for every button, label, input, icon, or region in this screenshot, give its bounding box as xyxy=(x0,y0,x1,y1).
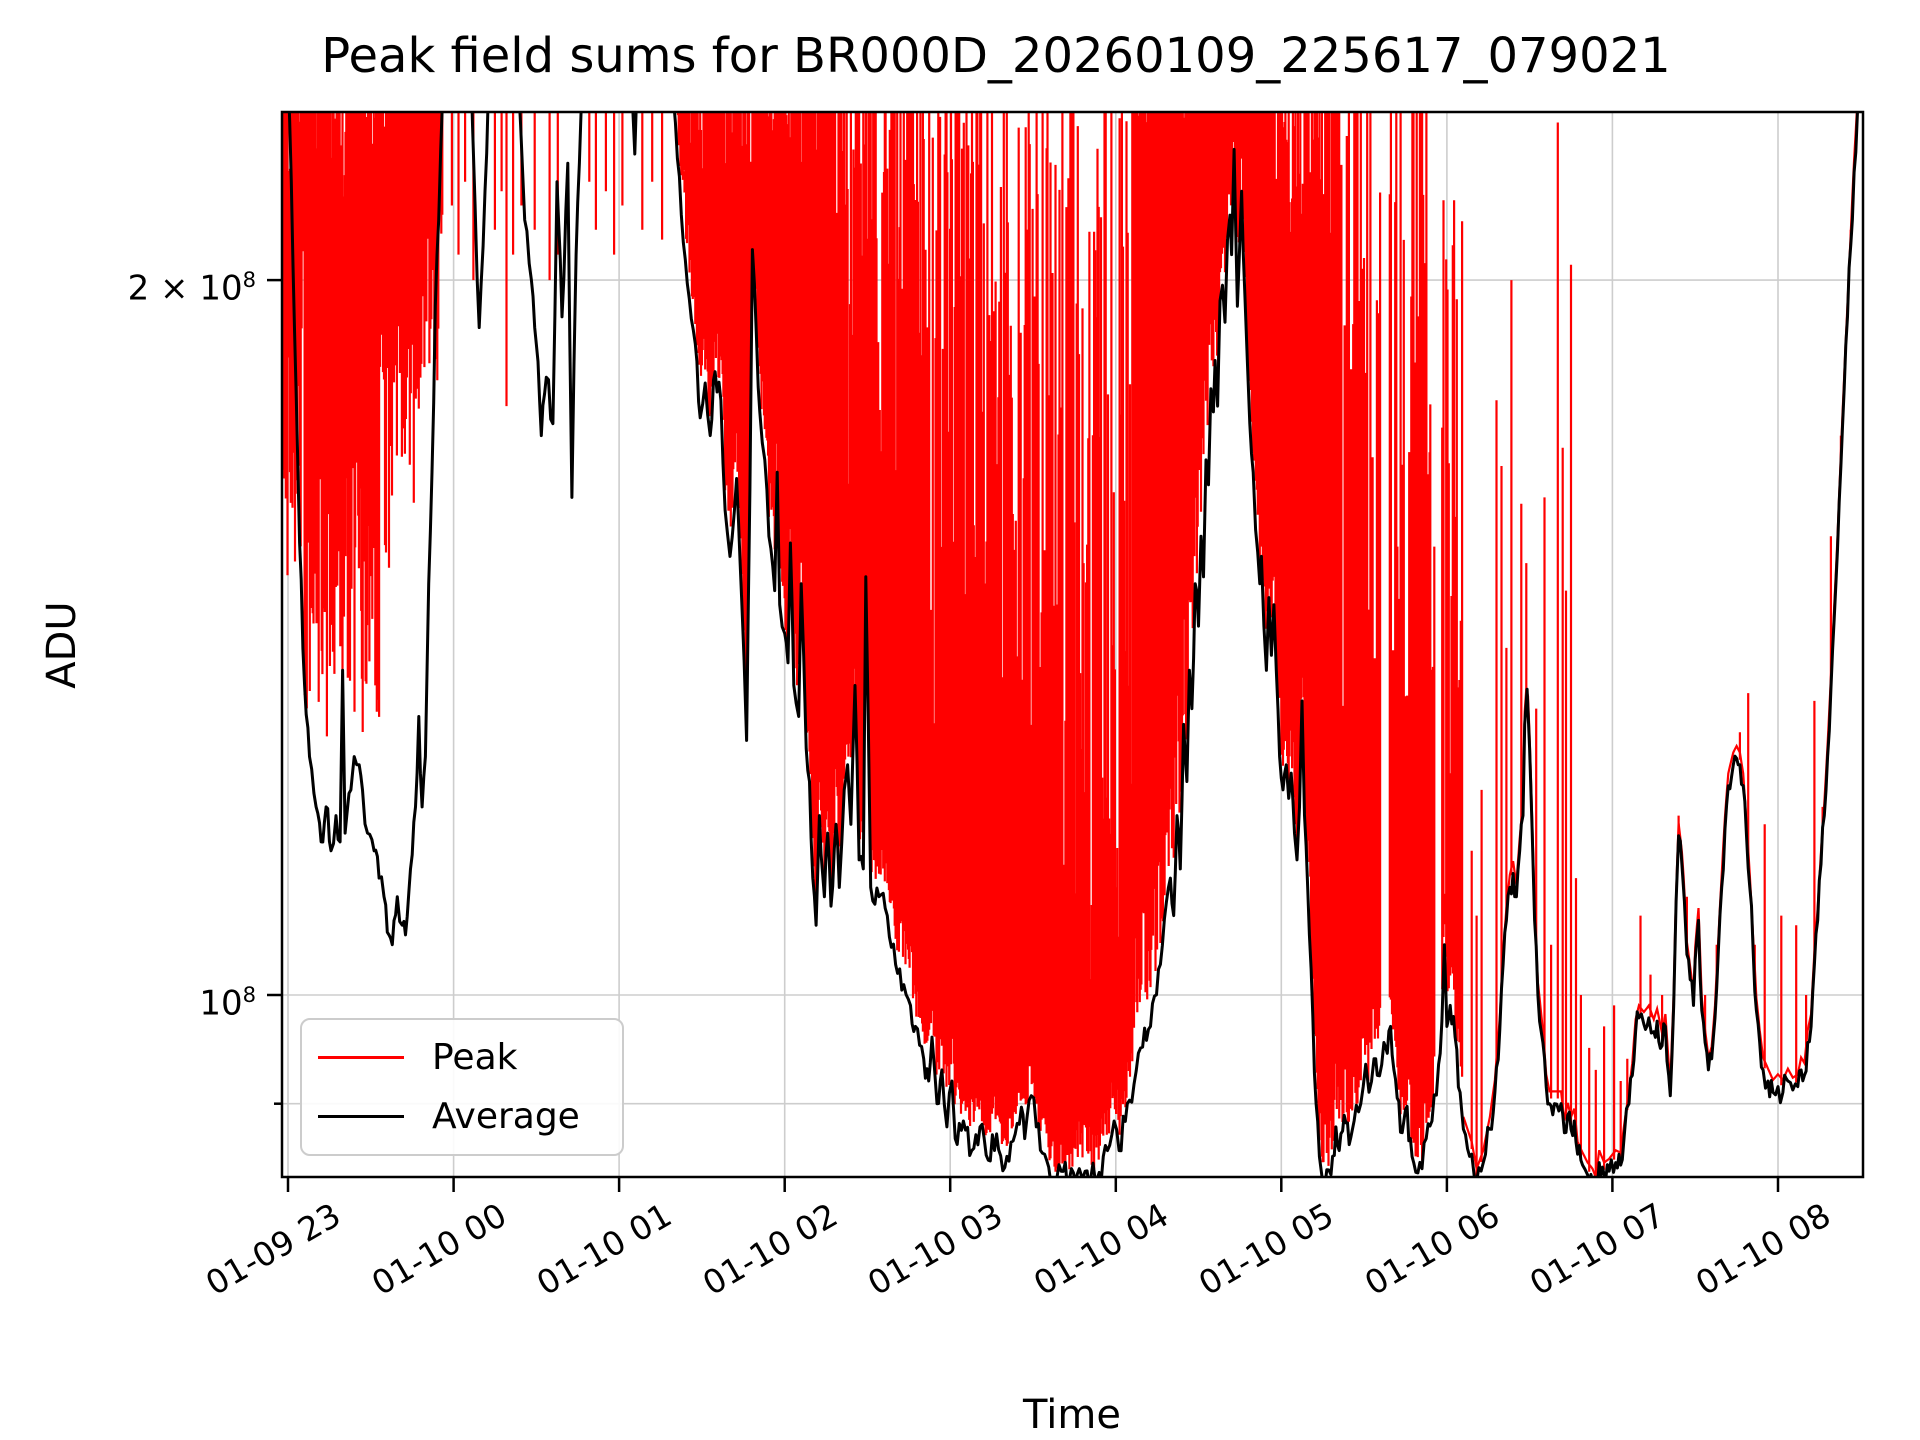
peak-track-line xyxy=(1462,112,1858,1177)
legend: Peak Average xyxy=(300,1018,624,1156)
legend-row-peak: Peak xyxy=(302,1037,622,1078)
legend-row-average: Average xyxy=(302,1096,622,1137)
y-tick-label-1e8: 108 xyxy=(199,982,256,1024)
y-tick-label-2e8: 2 × 108 xyxy=(127,267,256,309)
axes-spines xyxy=(280,110,1865,1179)
legend-label-average: Average xyxy=(432,1095,580,1137)
tick-marks xyxy=(267,278,1780,1192)
average-line-sample xyxy=(318,1114,404,1118)
legend-label-peak: Peak xyxy=(432,1037,518,1079)
peak-line-sample xyxy=(318,1056,404,1060)
peak-series-line xyxy=(282,112,1852,1177)
chart-title-text: Peak field sums for BR000D_20260109_2256… xyxy=(321,28,1671,84)
y-axis-label: ADU xyxy=(39,601,85,689)
chart-title: Peak field sums for BR000D_20260109_2256… xyxy=(0,28,1920,84)
x-axis-label: Time xyxy=(1023,1392,1121,1438)
average-series-line xyxy=(287,112,1860,1177)
